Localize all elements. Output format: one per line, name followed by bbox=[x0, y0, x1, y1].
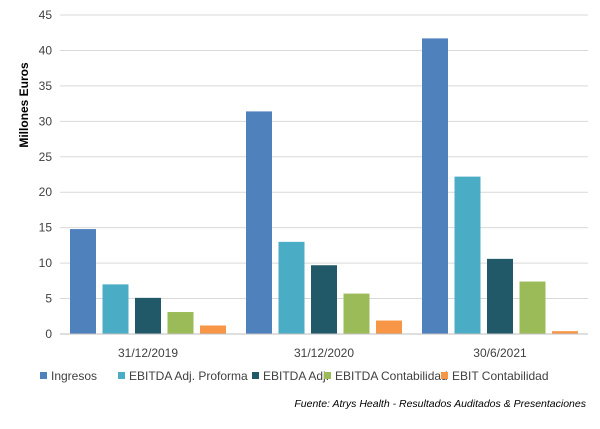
bar bbox=[376, 320, 402, 334]
bar bbox=[200, 325, 226, 334]
y-tick-label: 45 bbox=[39, 8, 53, 22]
legend-swatch bbox=[252, 372, 259, 379]
bar bbox=[343, 293, 370, 334]
x-tick-label: 31/12/2019 bbox=[118, 346, 178, 360]
legend-swatch bbox=[118, 372, 125, 379]
y-axis-label: Millones Euros bbox=[17, 62, 31, 148]
x-tick-label: 31/12/2020 bbox=[294, 346, 354, 360]
bar bbox=[454, 176, 481, 334]
y-tick-label: 30 bbox=[39, 114, 53, 128]
legend-swatch bbox=[441, 372, 448, 379]
legend-label: EBIT Contabilidad bbox=[452, 369, 549, 383]
y-tick-label: 25 bbox=[39, 150, 53, 164]
bar bbox=[552, 331, 578, 334]
bar bbox=[422, 38, 448, 334]
y-tick-label: 0 bbox=[45, 327, 52, 341]
bar bbox=[70, 229, 96, 334]
source-note: Fuente: Atrys Health - Resultados Audita… bbox=[294, 398, 586, 410]
bar bbox=[487, 258, 513, 334]
gridlines bbox=[60, 14, 588, 300]
y-tick-label: 35 bbox=[39, 79, 53, 93]
bars bbox=[70, 38, 578, 334]
y-axis-ticks: 0 5 10 15 20 25 30 35 40 45 bbox=[39, 8, 53, 341]
y-tick-label: 15 bbox=[39, 221, 53, 235]
legend: Ingresos EBITDA Adj. Proforma EBITDA Adj. E… bbox=[40, 369, 549, 383]
y-tick-label: 5 bbox=[45, 292, 52, 306]
y-tick-label: 20 bbox=[39, 185, 53, 199]
legend-swatch bbox=[40, 372, 47, 379]
legend-label: EBITDA Contabilidad bbox=[335, 369, 448, 383]
legend-label: EBITDA Adj. bbox=[263, 369, 329, 383]
bar bbox=[246, 111, 272, 334]
bar bbox=[167, 312, 194, 334]
legend-label: EBITDA Adj. Proforma bbox=[129, 369, 248, 383]
bar bbox=[102, 284, 129, 334]
bar bbox=[278, 241, 305, 334]
bar bbox=[135, 297, 161, 334]
category-labels: 31/12/2019 31/12/2020 30/6/2021 bbox=[118, 346, 527, 360]
y-tick-label: 10 bbox=[39, 256, 53, 270]
bar bbox=[519, 281, 546, 334]
legend-swatch bbox=[324, 372, 331, 379]
bar bbox=[311, 265, 337, 334]
x-tick-label: 30/6/2021 bbox=[473, 346, 527, 360]
legend-label: Ingresos bbox=[51, 369, 97, 383]
y-tick-label: 40 bbox=[39, 43, 53, 57]
